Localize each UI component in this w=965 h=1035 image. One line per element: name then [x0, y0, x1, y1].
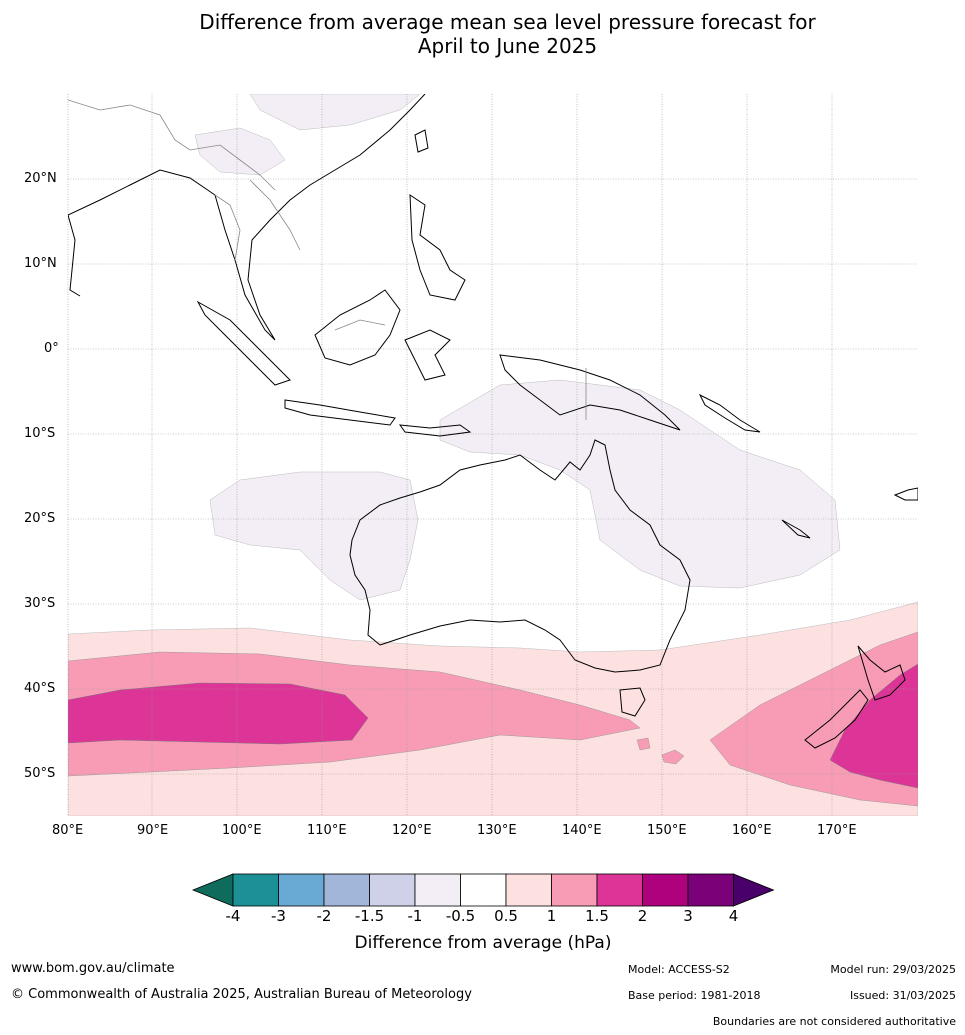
title-line-1: Difference from average mean sea level p…	[199, 10, 816, 34]
solomons-coast	[698, 393, 761, 433]
colorbar-swatch	[369, 873, 416, 907]
colorbar-tick-label: -4	[225, 907, 241, 925]
borneo-coast	[314, 289, 401, 366]
latitude-label: 10°S	[24, 426, 56, 441]
sumatra-coast	[196, 300, 291, 386]
colorbar	[191, 873, 775, 907]
colorbar-tick-label: -1.5	[354, 907, 385, 925]
model-name: Model: ACCESS-S2	[628, 963, 730, 976]
new-zealand-north	[857, 645, 906, 701]
longitude-label: 90°E	[137, 823, 169, 838]
colorbar-swatch	[596, 873, 643, 907]
longitude-label: 160°E	[732, 823, 772, 838]
colorbar-tick-label: -0.5	[445, 907, 476, 925]
contour-neg0.5-indochina	[194, 127, 286, 176]
longitude-label: 80°E	[52, 823, 84, 838]
latitude-label: 20°N	[24, 171, 57, 186]
model-run: Model run: 29/03/2025	[830, 963, 956, 976]
longitude-label: 120°E	[392, 823, 432, 838]
coastlines	[68, 94, 918, 749]
new-zealand-south	[804, 689, 869, 749]
copyright: © Commonwealth of Australia 2025, Austra…	[11, 987, 472, 1002]
issued-date: Issued: 31/03/2025	[849, 989, 956, 1002]
colorbar-tick-label: 0.5	[494, 907, 518, 925]
latitude-label: 20°S	[24, 511, 56, 526]
colorbar-tick-label: -2	[316, 907, 332, 925]
philippines-coast	[409, 194, 466, 301]
colorbar-swatch	[323, 873, 370, 907]
longitude-label: 140°E	[562, 823, 602, 838]
java-coast	[284, 399, 396, 426]
latitude-label: 0°	[44, 341, 59, 356]
longitude-label: 100°E	[222, 823, 262, 838]
asia-mainland-coast	[68, 94, 426, 341]
colorbar-tick-label: -3	[271, 907, 286, 925]
colorbar-swatch	[232, 873, 279, 907]
taiwan-coast	[414, 129, 429, 153]
website-link[interactable]: www.bom.gov.au/climate	[11, 961, 175, 976]
colorbar-tick-label: 4	[728, 907, 739, 925]
australia-coast	[349, 439, 691, 673]
contour-neg0.5-indian	[209, 471, 419, 601]
contour-1-1.5-blob	[661, 749, 685, 765]
contour-neg0.5-coral	[439, 379, 841, 589]
latitude-label: 30°S	[24, 596, 56, 611]
longitude-label: 110°E	[307, 823, 347, 838]
colorbar-swatch	[642, 873, 689, 907]
colorbar-extend-low	[191, 873, 234, 907]
new-guinea-coast	[499, 354, 681, 431]
colorbar-swatch	[687, 873, 734, 907]
colorbar-swatch	[278, 873, 325, 907]
contour-1.5-2-east	[829, 663, 918, 789]
anomaly-fields	[68, 94, 918, 816]
india-coast	[68, 214, 81, 297]
colorbar-swatch	[460, 873, 507, 907]
contour-neg0.5-north	[249, 94, 421, 131]
longitude-label: 170°E	[817, 823, 857, 838]
colorbar-label: Difference from average (hPa)	[354, 933, 612, 953]
colorbar-swatch	[551, 873, 598, 907]
colorbar-tick-label: 1.5	[585, 907, 609, 925]
lesser-sunda-coast	[398, 424, 472, 437]
contour-1-1.5-blob2	[636, 737, 651, 751]
contour-1.5-2-west	[68, 682, 369, 745]
base-period: Base period: 1981-2018	[628, 989, 761, 1002]
sulawesi-coast	[404, 329, 451, 381]
colorbar-swatch	[414, 873, 461, 907]
country-borders	[68, 99, 587, 420]
fiji-coast	[893, 487, 918, 501]
colorbar-tick-label: 2	[637, 907, 648, 925]
longitude-label: 130°E	[477, 823, 517, 838]
latitude-label: 10°N	[24, 256, 57, 271]
map-title: Difference from average mean sea level p…	[0, 10, 965, 58]
new-caledonia-coast	[781, 519, 811, 539]
tasmania-coast	[619, 687, 646, 717]
colorbar-swatch	[505, 873, 552, 907]
colorbar-extend-high	[733, 873, 775, 907]
latitude-label: 50°S	[24, 766, 56, 781]
latitude-label: 40°S	[24, 681, 56, 696]
colorbar-tick-label: 3	[683, 907, 693, 925]
colorbar-tick-label: 1	[546, 907, 557, 925]
gridlines	[67, 94, 918, 816]
title-line-2: April to June 2025	[417, 34, 598, 58]
longitude-label: 150°E	[647, 823, 687, 838]
colorbar-tick-label: -1	[407, 907, 423, 925]
disclaimer: Boundaries are not considered authoritat…	[712, 1015, 956, 1028]
